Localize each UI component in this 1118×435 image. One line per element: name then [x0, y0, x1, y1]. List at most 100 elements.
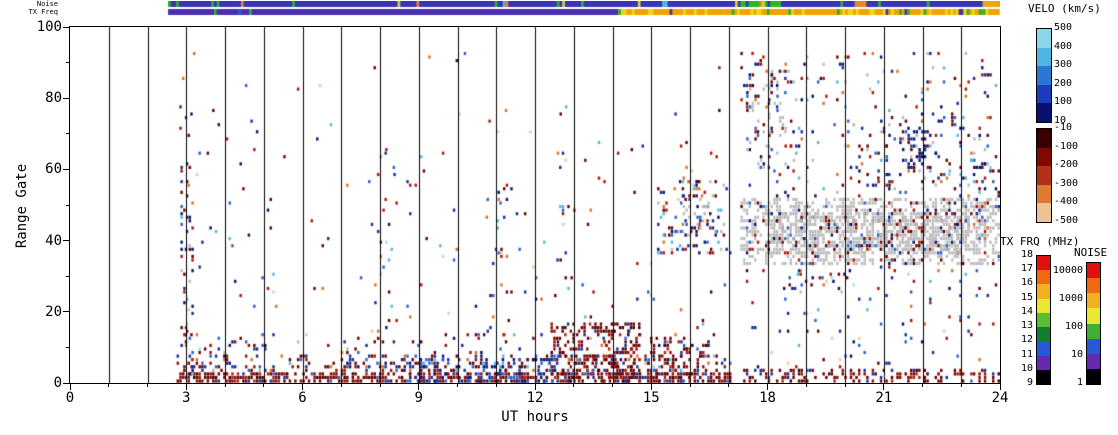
colorbar-segment	[1037, 184, 1051, 204]
colorbar-segment	[1037, 29, 1051, 48]
x-tick-label: 15	[642, 390, 660, 406]
x-major-tick	[69, 384, 71, 390]
colorbar-segment	[1037, 355, 1050, 370]
x-tick-label: 0	[65, 390, 75, 406]
x-tick-label: 12	[526, 390, 544, 406]
noise-strip-label: Noise	[36, 0, 58, 8]
velo-tick-label: 100	[1054, 96, 1073, 108]
x-major-tick	[650, 384, 652, 390]
x-major-tick	[302, 384, 303, 390]
x-minor-tick	[922, 384, 923, 387]
x-minor-tick	[147, 384, 148, 387]
colorbar-segment	[1037, 369, 1050, 384]
txfrq-tick-label: 13	[1020, 320, 1033, 332]
x-minor-tick	[379, 384, 381, 387]
x-major-tick	[185, 384, 187, 390]
colorbar-segment	[1087, 353, 1100, 369]
x-minor-tick	[805, 384, 807, 387]
velo-colorbar-title: VELO (km/s)	[1028, 2, 1101, 15]
noise-tick-label: 10000	[1052, 265, 1083, 276]
colorbar-segment	[1037, 147, 1051, 167]
colorbar-segment	[1037, 203, 1051, 222]
x-minor-tick	[689, 384, 691, 387]
colorbar-segment	[1087, 263, 1100, 279]
y-tick-label: 20	[45, 303, 62, 320]
colorbar-segment	[1037, 84, 1051, 104]
x-major-tick	[418, 384, 420, 390]
summary-strips-canvas	[70, 1, 1000, 16]
velo-tick-label: -500	[1054, 215, 1079, 226]
y-minor-tick	[66, 62, 69, 64]
y-major-tick	[63, 26, 69, 28]
noise-tick-label: 100	[1064, 321, 1083, 332]
colorbar-segment	[1037, 312, 1050, 328]
y-tick-label: 60	[45, 161, 62, 178]
y-major-tick	[63, 97, 69, 99]
colorbar-segment	[1087, 338, 1100, 354]
noise-colorbar-title: NOISE	[1074, 246, 1108, 259]
x-tick-label: 3	[182, 390, 191, 406]
y-tick-label: 80	[45, 90, 62, 107]
x-minor-tick	[960, 384, 962, 387]
colorbar-segment	[1037, 284, 1050, 299]
x-tick-label: 18	[759, 390, 776, 406]
x-major-tick	[999, 384, 1001, 390]
x-major-tick	[883, 384, 885, 390]
colorbar-segment	[1037, 270, 1050, 285]
velo-tick-label: 300	[1054, 59, 1073, 71]
velo-tick-label: -10	[1054, 122, 1073, 133]
plot-frame	[69, 26, 1001, 384]
x-tick-label: 6	[298, 390, 307, 406]
colorbar-segment	[1087, 308, 1100, 324]
x-minor-tick	[263, 384, 265, 387]
y-tick-label: 100	[36, 19, 62, 35]
x-major-tick	[534, 384, 536, 390]
x-tick-label: 21	[875, 390, 893, 406]
txfreq-strip-label: TX Freq	[28, 8, 58, 16]
x-minor-tick	[340, 384, 342, 387]
txfrq-tick-label: 15	[1020, 291, 1033, 303]
y-major-tick	[63, 382, 69, 384]
velo-tick-label: -300	[1054, 177, 1079, 189]
y-axis-label: Range Gate	[14, 163, 30, 249]
x-minor-tick	[844, 384, 846, 387]
x-major-tick	[767, 384, 768, 390]
y-minor-tick	[66, 275, 69, 277]
plot-canvas	[70, 27, 1000, 383]
x-tick-label: 24	[991, 390, 1009, 406]
txfrq-tick-label: 9	[1026, 377, 1033, 388]
txfrq-tick-label: 16	[1020, 277, 1033, 289]
noise-colorbar	[1086, 262, 1101, 385]
velo-colorbar-positive	[1036, 28, 1052, 123]
colorbar-segment	[1037, 66, 1051, 85]
colorbar-segment	[1037, 256, 1050, 271]
noise-tick-label: 10	[1070, 349, 1083, 360]
y-major-tick	[63, 311, 69, 313]
y-major-tick	[63, 240, 69, 242]
colorbar-segment	[1037, 166, 1051, 185]
velo-tick-label: -200	[1054, 159, 1079, 171]
velo-tick-label: -100	[1054, 140, 1079, 152]
colorbar-segment	[1037, 47, 1051, 67]
txfrq-tick-label: 11	[1020, 348, 1033, 360]
noise-tick-label: 1	[1076, 377, 1083, 388]
x-minor-tick	[457, 384, 458, 387]
txfrq-tick-label: 12	[1020, 334, 1033, 346]
colorbar-segment	[1037, 327, 1050, 342]
x-minor-tick	[728, 384, 730, 387]
y-minor-tick	[66, 204, 69, 206]
txfrq-tick-label: 18	[1020, 249, 1033, 260]
velo-tick-label: 500	[1054, 22, 1073, 33]
txfrq-tick-label: 14	[1020, 305, 1033, 317]
txfrq-colorbar-title: TX FRQ (MHz)	[1000, 235, 1080, 248]
velo-tick-label: 10	[1054, 115, 1067, 126]
colorbar-segment	[1037, 103, 1051, 122]
colorbar-segment	[1037, 298, 1050, 313]
velo-colorbar-negative	[1036, 128, 1052, 223]
txfrq-colorbar	[1036, 255, 1051, 385]
velo-tick-label: -400	[1054, 196, 1079, 208]
y-tick-label: 40	[45, 232, 62, 249]
colorbar-segment	[1037, 129, 1051, 148]
noise-tick-label: 1000	[1058, 293, 1083, 304]
colorbar-segment	[1037, 341, 1050, 356]
